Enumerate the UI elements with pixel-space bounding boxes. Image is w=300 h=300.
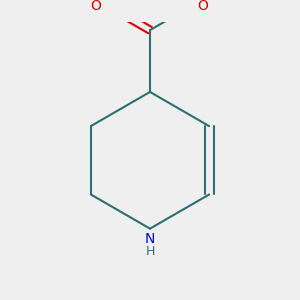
Text: O: O — [90, 0, 101, 13]
Text: N: N — [145, 232, 155, 246]
Text: H: H — [145, 245, 155, 258]
Text: O: O — [197, 0, 208, 13]
